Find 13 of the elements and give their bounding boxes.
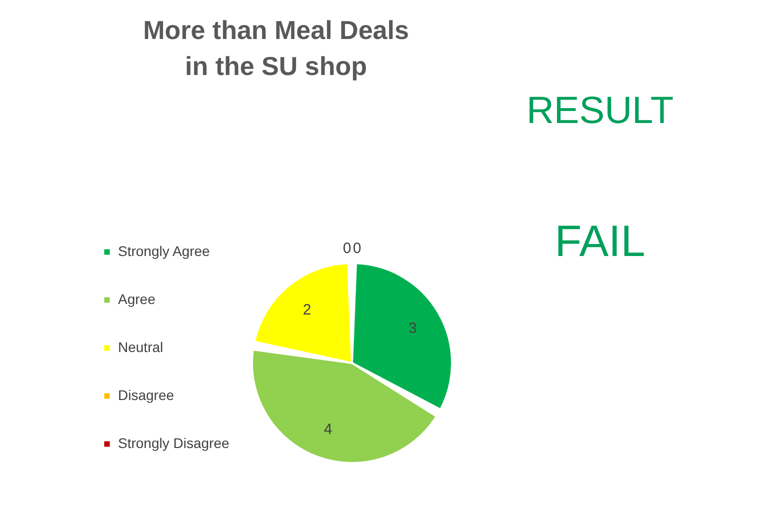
legend-label: Disagree xyxy=(118,387,174,403)
text: 0 xyxy=(352,240,362,257)
legend-label: Strongly Agree xyxy=(118,243,210,259)
legend-label: Neutral xyxy=(118,339,164,355)
text: 0 xyxy=(342,240,352,257)
legend-label: Agree xyxy=(118,291,156,307)
data-label: 2 xyxy=(302,301,312,318)
chart-title: More than Meal Deals in the SU shop xyxy=(143,15,409,81)
data-label: 3 xyxy=(408,320,417,337)
text: RESULT xyxy=(526,90,674,132)
text: FAIL xyxy=(554,217,646,266)
legend-label: Strongly Disagree xyxy=(118,435,230,451)
data-label: 4 xyxy=(324,420,332,438)
